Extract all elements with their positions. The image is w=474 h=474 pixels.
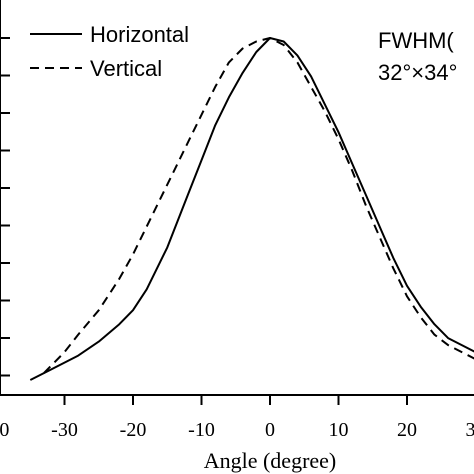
x-tick-label: 30 bbox=[466, 419, 474, 441]
annotation-fwhm: FWHM( bbox=[378, 28, 454, 53]
y-axis-ticks bbox=[0, 37, 10, 377]
x-tick-label: -40 bbox=[0, 419, 9, 441]
x-tick-label: -30 bbox=[51, 419, 78, 441]
x-axis-ticks: -40 -30 -20 -10 0 10 20 30 bbox=[0, 395, 474, 441]
series-layer bbox=[29, 37, 474, 381]
x-tick-label: 20 bbox=[397, 419, 417, 441]
legend: Horizontal Vertical bbox=[30, 22, 189, 81]
annotation-fwhm-values: 32°×34° bbox=[378, 60, 457, 85]
legend-label-horizontal: Horizontal bbox=[90, 22, 189, 47]
x-axis-label: Angle (degree) bbox=[204, 448, 337, 473]
legend-label-vertical: Vertical bbox=[90, 56, 162, 81]
x-tick-label: -10 bbox=[188, 419, 215, 441]
x-tick-label: 0 bbox=[265, 419, 275, 441]
x-tick-label: 10 bbox=[329, 419, 349, 441]
series-line-vertical bbox=[43, 37, 474, 374]
x-tick-label: -20 bbox=[120, 419, 147, 441]
series-line-horizontal bbox=[29, 37, 474, 381]
